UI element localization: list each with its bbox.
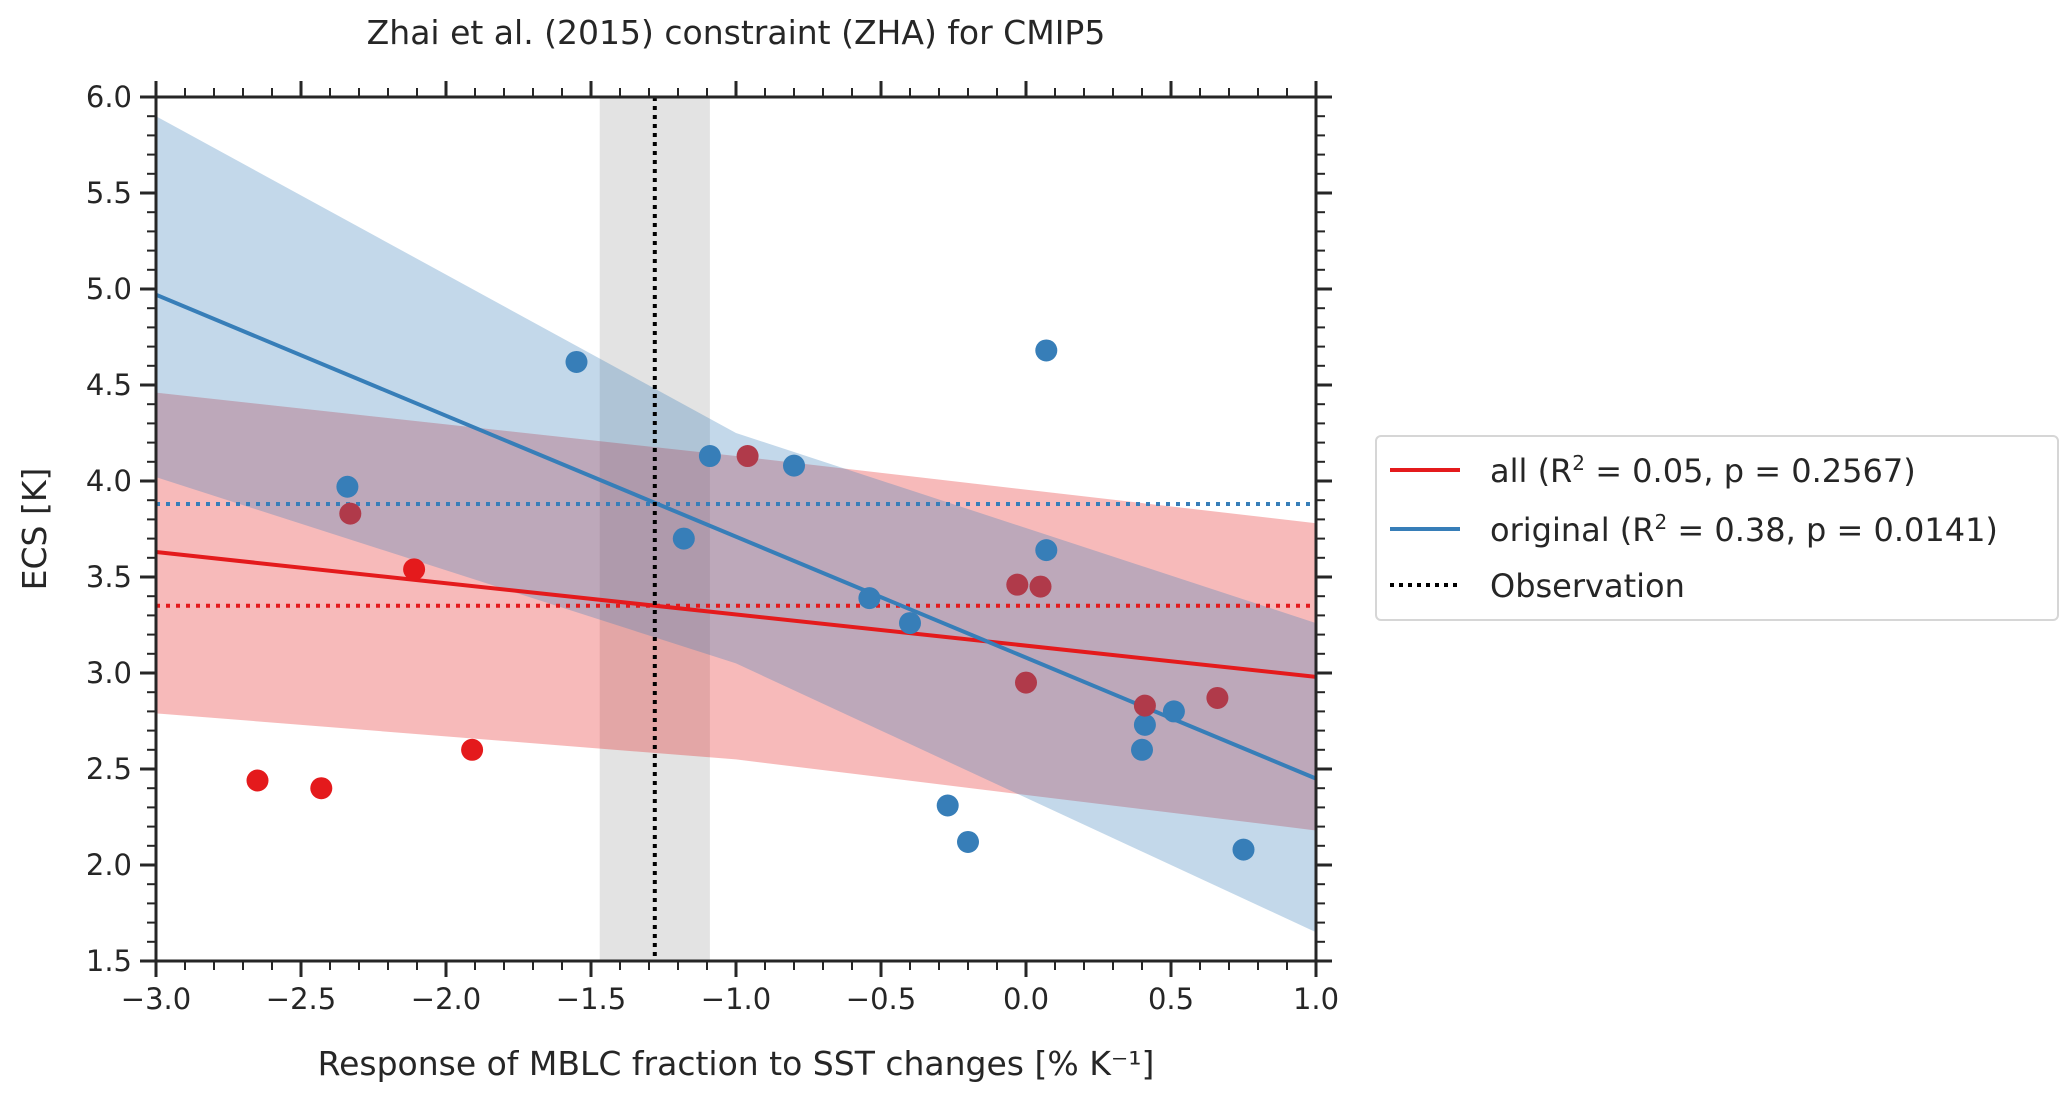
x-tick-label: −2.0	[411, 982, 481, 1016]
y-tick-label: 3.5	[86, 560, 132, 594]
y-tick-label: 5.0	[86, 272, 132, 306]
data-point-shared	[1015, 671, 1037, 694]
y-tick-label: 3.0	[86, 656, 132, 690]
y-tick-label: 4.5	[86, 368, 132, 402]
plot-content	[156, 97, 1316, 961]
data-point-shared	[1006, 573, 1029, 596]
data-point-shared	[339, 502, 362, 525]
data-point-all	[461, 738, 484, 761]
x-axis-label: Response of MBLC fraction to SST changes…	[318, 1044, 1155, 1083]
legend-all-stats: = 0.05, p = 0.2567)	[1585, 452, 1916, 490]
legend-label-all: all (R2 = 0.05, p = 0.2567)	[1490, 451, 1916, 490]
data-point-shared	[1133, 694, 1156, 717]
legend-all-name: all (R	[1490, 452, 1572, 490]
data-point-original	[1162, 700, 1185, 723]
data-point-original	[899, 612, 921, 635]
data-point-shared	[1206, 686, 1229, 709]
y-tick-label: 2.0	[86, 848, 132, 882]
x-tick-label: −0.5	[846, 982, 916, 1016]
legend-original-stats: = 0.38, p = 0.0141)	[1667, 511, 1998, 549]
legend-frame	[1375, 435, 2059, 621]
data-point-original	[936, 794, 959, 817]
data-point-original	[783, 454, 805, 477]
x-tick-label: −1.5	[556, 982, 626, 1016]
data-point-original	[957, 830, 979, 853]
data-point-original	[1035, 339, 1058, 362]
data-point-all	[246, 769, 269, 792]
data-point-original	[672, 527, 695, 550]
x-tick-label: −3.0	[121, 982, 191, 1016]
y-tick-label: 5.5	[86, 176, 132, 210]
legend-label-original: original (R2 = 0.38, p = 0.0141)	[1490, 510, 1998, 549]
fit-line-all	[156, 550, 1316, 679]
data-point-original	[1131, 738, 1153, 761]
data-point-shared	[736, 445, 759, 468]
legend: all (R2 = 0.05, p = 0.2567) original (R2…	[1375, 435, 2059, 621]
legend-original-name: original (R	[1490, 511, 1655, 549]
y-tick-label: 1.5	[86, 944, 132, 978]
data-point-all	[403, 558, 426, 581]
data-point-original	[698, 445, 721, 468]
legend-label-observation: Observation	[1490, 567, 1685, 605]
y-tick-label: 4.0	[86, 464, 132, 498]
chart-title: Zhai et al. (2015) constraint (ZHA) for …	[367, 13, 1106, 52]
fit-line-original	[156, 292, 1316, 781]
x-tick-label: 0.5	[1148, 982, 1194, 1016]
x-tick-label: −1.0	[701, 982, 771, 1016]
y-axis-label: ECS [K]	[15, 468, 54, 591]
x-tick-label: −2.5	[266, 982, 336, 1016]
axis-ticks: −3.0 −2.5 −2.0 −1.5 −1.0 −0.5 0.0 0.5 1.0 1.5 2.0 2…	[86, 80, 1339, 1016]
data-point-original	[336, 475, 359, 498]
data-point-original	[858, 587, 881, 610]
y-tick-label: 2.5	[86, 752, 132, 786]
data-point-all	[310, 777, 333, 800]
confidence-band-original	[156, 116, 1316, 933]
y-tick-label: 6.0	[86, 80, 132, 114]
plot-area	[156, 97, 1316, 961]
data-point-original	[1232, 838, 1255, 861]
data-point-original	[1133, 713, 1156, 736]
x-tick-label: 1.0	[1293, 982, 1339, 1016]
data-point-original	[565, 350, 588, 373]
data-point-original	[1035, 539, 1058, 562]
x-tick-label: 0.0	[1003, 982, 1049, 1016]
data-point-shared	[1029, 575, 1052, 598]
